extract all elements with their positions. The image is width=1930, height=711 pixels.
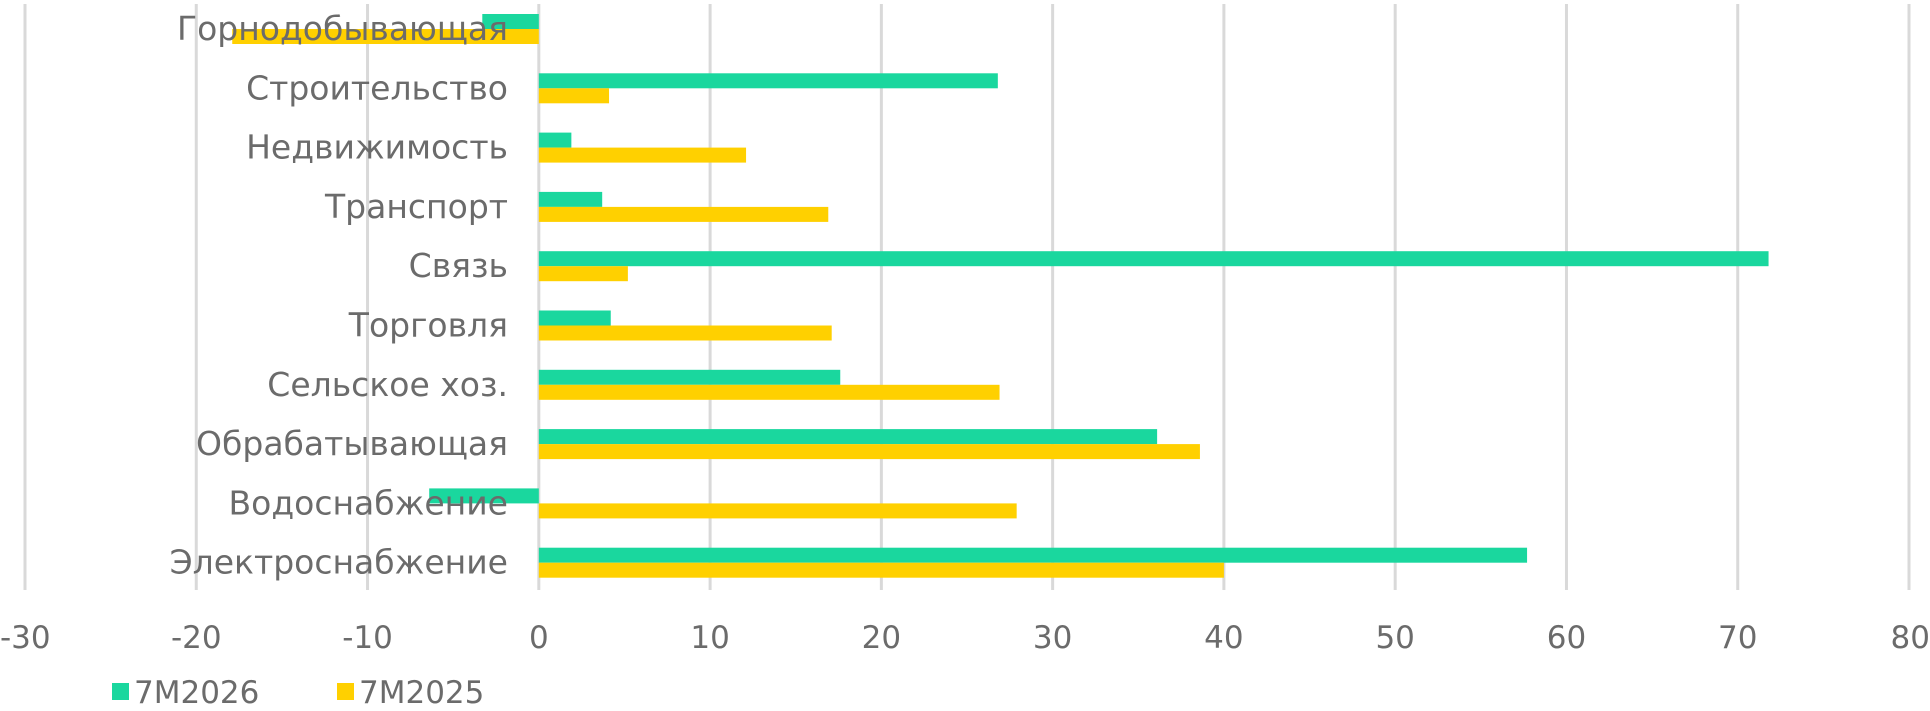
x-tick-label-7: 40	[1204, 620, 1243, 656]
bar-series2-3	[538, 206, 829, 222]
bar-series1-7	[538, 429, 1158, 445]
x-tick-label-0: -30	[0, 620, 51, 656]
bar-series1-9	[538, 547, 1528, 563]
x-tick-label-11: 80	[1891, 620, 1930, 656]
bar-series1-3	[538, 191, 603, 207]
legend: 7М2026 7М2025	[112, 675, 484, 711]
x-tick-label-4: 10	[690, 620, 729, 656]
category-label-2: Недвижимость	[246, 128, 508, 167]
bar-series1-0	[482, 14, 539, 29]
bar-series2-9	[538, 562, 1224, 578]
legend-label-1: 7М2025	[359, 675, 484, 707]
bar-series2-1	[538, 88, 610, 104]
legend-label-0: 7М2026	[134, 675, 259, 707]
bar-series2-7	[538, 444, 1200, 460]
bar-series2-8	[538, 503, 1017, 519]
bar-series2-0	[232, 29, 539, 44]
bar-series1-5	[538, 310, 611, 326]
bar-series1-6	[538, 369, 841, 385]
bars	[232, 14, 1769, 578]
bar-series1-4	[538, 251, 1769, 267]
category-labels: Горнодобывающая Строительство Недвижимость…	[170, 9, 508, 582]
category-label-7: Обрабатывающая	[196, 424, 508, 463]
category-label-5: Торговля	[348, 306, 508, 345]
category-label-0: Горнодобывающая	[177, 9, 508, 48]
category-label-6: Сельское хоз.	[267, 365, 508, 404]
grid-lines	[23, 4, 1911, 590]
bar-series1-1	[538, 73, 998, 89]
legend-swatch-0	[112, 683, 129, 700]
category-label-3: Транспорт	[324, 187, 508, 226]
category-label-9: Электроснабжение	[170, 543, 508, 582]
category-label-8: Водоснабжение	[229, 483, 509, 522]
bar-series2-6	[538, 384, 1000, 400]
x-tick-label-1: -20	[171, 620, 222, 656]
category-label-1: Строительство	[246, 68, 508, 107]
bar-series2-5	[538, 325, 832, 341]
x-tick-label-8: 50	[1375, 620, 1414, 656]
x-tick-label-5: 20	[862, 620, 901, 656]
bar-series1-8	[429, 488, 539, 504]
x-tick-label-2: -10	[342, 620, 393, 656]
x-tick-label-6: 30	[1033, 620, 1072, 656]
legend-swatch-1	[337, 683, 354, 700]
x-axis-tick-labels: -30 -20 -10 0 10 20 30 40 50 60 70 80	[0, 620, 1930, 656]
x-tick-label-10: 70	[1718, 620, 1757, 656]
bar-series2-4	[538, 266, 628, 282]
x-tick-label-9: 60	[1547, 620, 1586, 656]
bar-series2-2	[538, 147, 747, 163]
bar-series1-2	[538, 132, 572, 148]
x-tick-label-3: 0	[529, 620, 549, 656]
category-label-4: Связь	[409, 246, 508, 285]
